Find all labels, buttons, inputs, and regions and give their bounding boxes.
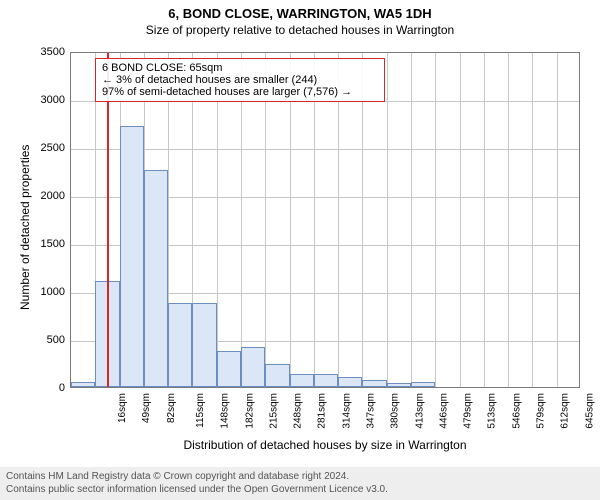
x-tick-label: 82sqm: [166, 393, 177, 423]
y-tick-label: 3500: [30, 46, 65, 58]
footer: Contains HM Land Registry data © Crown c…: [0, 467, 600, 500]
x-tick-label: 314sqm: [341, 393, 352, 429]
y-tick-label: 1500: [30, 238, 65, 250]
histogram-bar: [387, 383, 411, 387]
gridline-v: [314, 53, 315, 387]
y-tick-label: 2000: [30, 190, 65, 202]
page-subtitle: Size of property relative to detached ho…: [0, 23, 600, 37]
x-axis-label: Distribution of detached houses by size …: [70, 438, 580, 452]
marker-line: [107, 53, 109, 387]
annotation-box: 6 BOND CLOSE: 65sqm ← 3% of detached hou…: [95, 58, 385, 102]
y-tick-label: 2500: [30, 142, 65, 154]
histogram-bar: [71, 382, 95, 387]
histogram-bar: [168, 303, 192, 387]
page-title: 6, BOND CLOSE, WARRINGTON, WA5 1DH: [0, 0, 600, 21]
gridline-v: [557, 53, 558, 387]
x-tick-label: 248sqm: [293, 393, 304, 429]
x-tick-label: 49sqm: [141, 393, 152, 423]
x-tick-label: 148sqm: [220, 393, 231, 429]
x-tick-label: 513sqm: [487, 393, 498, 429]
gridline-h: [71, 149, 579, 150]
y-tick-label: 0: [30, 382, 65, 394]
gridline-v: [362, 53, 363, 387]
histogram-bar: [192, 303, 216, 387]
histogram-bar: [144, 170, 168, 387]
x-tick-label: 281sqm: [317, 393, 328, 429]
y-tick-label: 1000: [30, 286, 65, 298]
x-tick-label: 115sqm: [195, 393, 206, 428]
gridline-v: [460, 53, 461, 387]
annotation-line: 97% of semi-detached houses are larger (…: [102, 86, 378, 98]
annotation-line: 6 BOND CLOSE: 65sqm: [102, 62, 378, 74]
x-tick-label: 612sqm: [560, 393, 571, 429]
histogram-bar: [217, 351, 241, 387]
gridline-v: [387, 53, 388, 387]
gridline-v: [435, 53, 436, 387]
histogram-bar: [362, 380, 386, 387]
x-tick-label: 215sqm: [268, 393, 279, 429]
gridline-v: [532, 53, 533, 387]
gridline-v: [290, 53, 291, 387]
x-tick-label: 182sqm: [244, 393, 255, 429]
gridline-v: [265, 53, 266, 387]
gridline-v: [241, 53, 242, 387]
gridline-v: [484, 53, 485, 387]
x-tick-label: 16sqm: [117, 393, 128, 423]
x-tick-label: 645sqm: [584, 393, 595, 429]
x-tick-label: 380sqm: [390, 393, 401, 429]
x-tick-label: 546sqm: [511, 393, 522, 429]
x-tick-label: 579sqm: [536, 393, 547, 429]
x-tick-label: 347sqm: [366, 393, 377, 429]
histogram-bar: [411, 382, 435, 387]
y-tick-label: 3000: [30, 94, 65, 106]
gridline-v: [217, 53, 218, 387]
histogram-bar: [265, 364, 289, 387]
gridline-v: [338, 53, 339, 387]
footer-line: Contains public sector information licen…: [6, 484, 594, 497]
x-tick-label: 413sqm: [414, 393, 425, 429]
gridline-v: [411, 53, 412, 387]
chart-container: 6, BOND CLOSE, WARRINGTON, WA5 1DH Size …: [0, 0, 600, 500]
footer-line: Contains HM Land Registry data © Crown c…: [6, 471, 594, 484]
x-tick-label: 446sqm: [438, 393, 449, 429]
histogram-bar: [241, 347, 265, 387]
histogram-bar: [120, 126, 144, 387]
histogram-bar: [338, 377, 362, 387]
y-tick-label: 500: [30, 334, 65, 346]
histogram-bar: [314, 374, 338, 387]
histogram-bar: [290, 374, 314, 387]
chart-plot-area: [70, 52, 580, 388]
annotation-line: ← 3% of detached houses are smaller (244…: [102, 74, 378, 86]
x-tick-label: 479sqm: [463, 393, 474, 429]
gridline-v: [508, 53, 509, 387]
